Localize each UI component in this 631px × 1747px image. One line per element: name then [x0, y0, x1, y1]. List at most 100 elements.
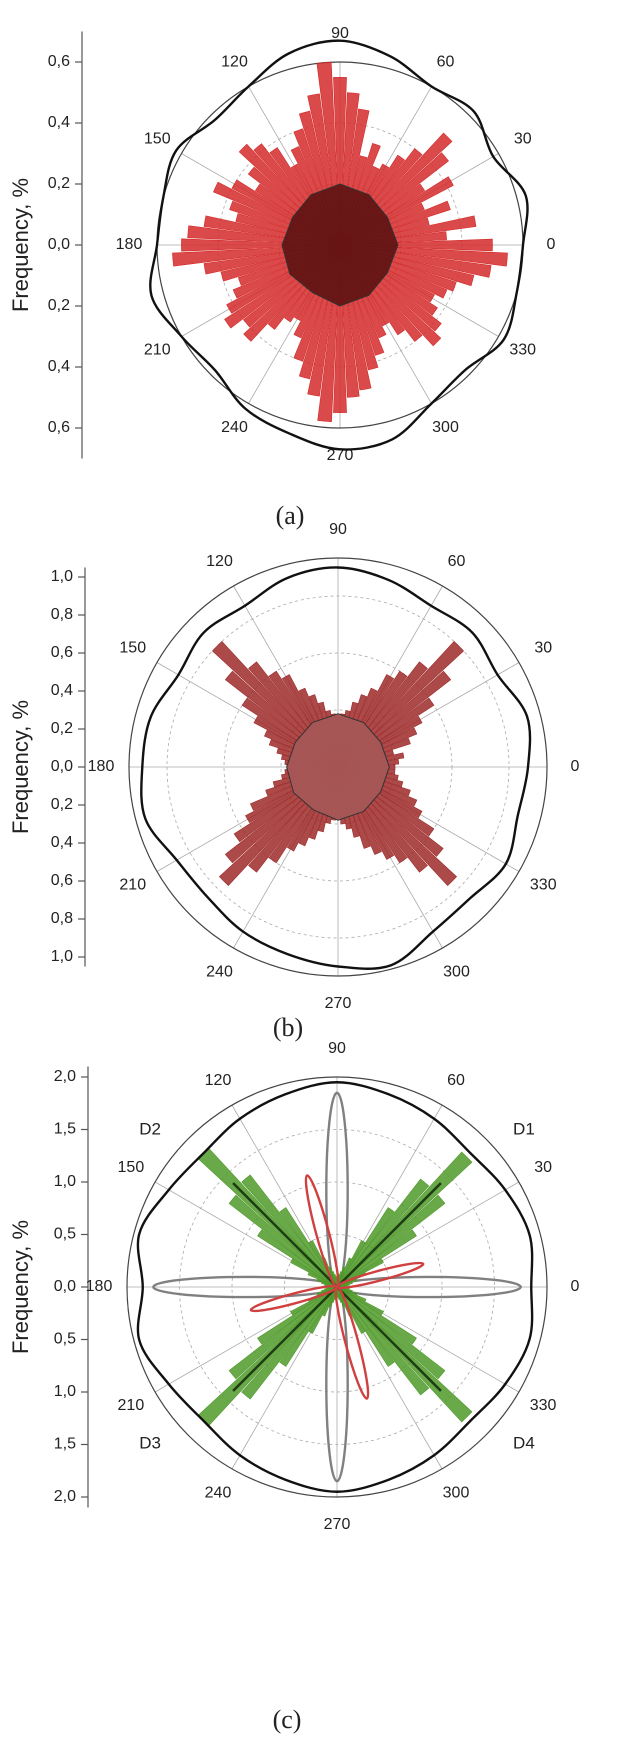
rose-bar: [257, 1229, 338, 1288]
angle-label: 150: [144, 131, 171, 148]
rose-bar: [279, 1286, 338, 1367]
petal: [334, 1285, 370, 1400]
y-tick-label: 0,5: [54, 1331, 76, 1348]
rose-bar: [333, 244, 347, 414]
angle-label: 270: [324, 1516, 351, 1533]
rose-bar: [336, 1286, 430, 1396]
y-tick-label: 0,4: [51, 682, 73, 699]
rose-bar: [339, 238, 493, 252]
angle-label: 330: [530, 877, 557, 894]
annotation: D1: [513, 1120, 535, 1139]
angle-label: 240: [205, 1484, 232, 1501]
y-tick-label: 0,8: [51, 910, 73, 927]
rose-bar: [336, 1194, 446, 1288]
y-tick-label: 0,6: [48, 419, 70, 436]
y-axis-label: Frequency, %: [8, 700, 33, 834]
polar-chart: 1,0 0,8 0,6 0,4 0,2 0,0 0,2 0,4 0,6 0,8 1,0 Frequen…: [8, 521, 580, 1042]
angle-label: 30: [534, 1159, 552, 1176]
envelope-line: [149, 39, 529, 451]
caption: (a): [276, 501, 305, 530]
ray: [232, 1182, 338, 1288]
y-tick-label: 0,2: [51, 796, 73, 813]
angle-label: 120: [221, 53, 248, 70]
frame-circle: [128, 557, 548, 977]
rose-bar: [228, 1286, 338, 1380]
core-area: [281, 183, 399, 307]
angle-label: 180: [86, 1278, 113, 1295]
rose-bar: [290, 1258, 338, 1288]
angle-label: 0: [571, 758, 580, 775]
angle-label: 0: [571, 1278, 580, 1295]
core-area: [286, 713, 390, 821]
angle-label: 120: [205, 1072, 232, 1089]
rose-bar: [336, 1178, 430, 1288]
rose-bar: [336, 1240, 366, 1288]
rose-bar: [241, 1174, 338, 1288]
angle-label: 270: [325, 995, 352, 1012]
ray: [336, 1182, 442, 1288]
y-tick-label: 0,2: [48, 297, 70, 314]
angle-label: 210: [119, 877, 146, 894]
y-tick-label: 1,0: [54, 1173, 76, 1190]
angle-label: 330: [530, 1397, 557, 1414]
y-axis-label: Frequency, %: [8, 1220, 33, 1354]
angle-label: 90: [328, 1040, 346, 1057]
y-tick-label: 0,6: [48, 53, 70, 70]
annotation: D2: [139, 1120, 161, 1139]
polar-chart: 2,0 1,5 1,0 0,5 0,0 0,5 1,0 1,5 2,0 Frequency, % 0…: [8, 1040, 580, 1734]
y-tick-label: 0,2: [51, 720, 73, 737]
rose-bar: [228, 1194, 338, 1288]
angle-label: 240: [206, 963, 233, 980]
y-tick-label: 0,0: [48, 236, 70, 253]
rose-bar: [308, 1286, 338, 1334]
rose-bar: [336, 1229, 417, 1288]
angle-label: 330: [509, 342, 536, 359]
angle-label: 300: [443, 963, 470, 980]
angle-label: 270: [327, 447, 354, 464]
rose-bar: [336, 1286, 395, 1367]
angle-label: 150: [118, 1159, 145, 1176]
envelope-line: [136, 1081, 534, 1493]
caption: (b): [273, 1013, 303, 1042]
caption: (c): [273, 1705, 302, 1734]
angle-label: 180: [116, 236, 143, 253]
envelope-line: [140, 566, 532, 970]
y-tick-label: 1,5: [54, 1121, 76, 1138]
angle-label: 210: [118, 1397, 145, 1414]
rose-bar: [279, 1207, 338, 1288]
angle-label: 30: [514, 131, 532, 148]
y-tick-label: 0,4: [48, 358, 70, 375]
y-tick-label: 2,0: [54, 1488, 76, 1505]
rose-bar: [257, 1286, 338, 1345]
y-tick-label: 0,5: [54, 1226, 76, 1243]
polar-chart: 0,6 0,4 0,2 0,0 0,2 0,4 0,6 Frequency, % 0 30 60 90…: [8, 25, 556, 530]
rose-bar: [336, 1207, 395, 1288]
rose-bar: [333, 76, 347, 246]
angle-label: 90: [331, 25, 349, 42]
y-tick-label: 0,8: [51, 606, 73, 623]
angle-label: 120: [206, 553, 233, 570]
angle-label: 210: [144, 342, 171, 359]
annotation: D4: [513, 1433, 535, 1452]
y-tick-label: 2,0: [54, 1068, 76, 1085]
angle-label: 60: [447, 1072, 465, 1089]
ray: [336, 1286, 442, 1392]
y-axis-label: Frequency, %: [8, 178, 33, 312]
rose-bar: [336, 1286, 446, 1380]
angle-label: 60: [448, 553, 466, 570]
y-tick-label: 0,6: [51, 644, 73, 661]
annotation: D3: [139, 1433, 161, 1452]
angle-label: 150: [119, 640, 146, 657]
angle-label: 300: [432, 419, 459, 436]
angle-label: 90: [329, 521, 347, 538]
rose-bar: [336, 1286, 384, 1316]
y-tick-label: 0,4: [51, 834, 73, 851]
y-tick-label: 0,2: [48, 175, 70, 192]
ray: [232, 1286, 338, 1392]
y-tick-label: 1,0: [54, 1383, 76, 1400]
y-tick-label: 0,0: [51, 758, 73, 775]
y-tick-label: 1,5: [54, 1436, 76, 1453]
angle-label: 0: [547, 236, 556, 253]
y-tick-label: 0,0: [54, 1278, 76, 1295]
